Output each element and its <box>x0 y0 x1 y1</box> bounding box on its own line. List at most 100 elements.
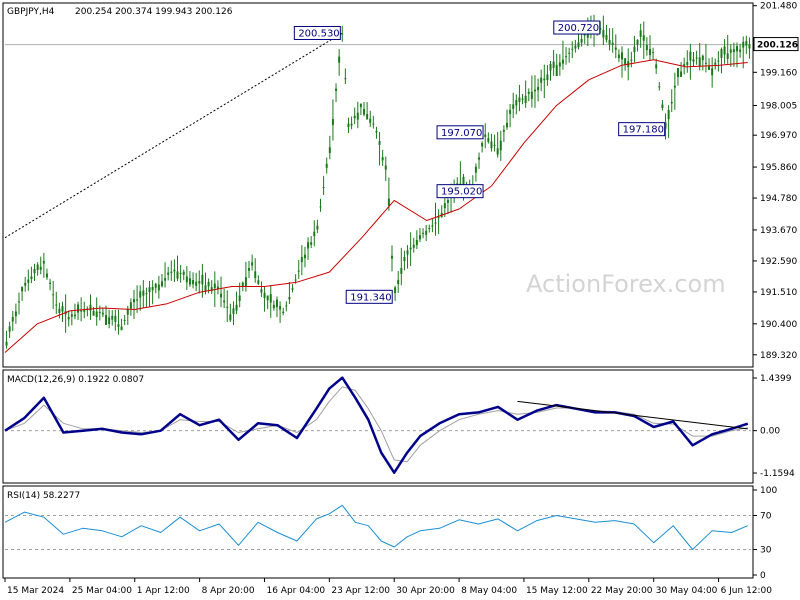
macd-trendline <box>517 400 748 430</box>
candle-body <box>33 268 36 274</box>
candle-body <box>207 281 210 287</box>
candle-body <box>533 89 536 92</box>
candle-body <box>586 32 589 38</box>
candle-body <box>717 60 720 62</box>
candle-body <box>83 309 86 312</box>
candle-body <box>341 33 344 35</box>
price-annotation-label: 200.720 <box>558 23 599 34</box>
price-annotation-label: 195.020 <box>441 187 482 198</box>
candle-body <box>524 95 527 104</box>
candle-body <box>316 225 319 230</box>
rsi-y-tick: 0 <box>760 571 766 581</box>
candle-body <box>117 324 120 327</box>
macd-y-tick: 1.4399 <box>760 374 792 384</box>
price-y-tick: 189.320 <box>760 351 797 361</box>
candle-body <box>443 203 446 209</box>
x-tick-label: 25 Mar 04:00 <box>72 586 132 596</box>
price-header-ohlc: 200.254 200.374 199.943 200.126 <box>75 7 233 17</box>
candle-body <box>692 59 695 62</box>
candle-body <box>726 53 729 59</box>
x-tick-label: 15 May 12:00 <box>526 586 588 596</box>
x-tick-label: 8 Apr 20:00 <box>202 586 255 596</box>
candle-body <box>235 304 238 311</box>
candle-body <box>462 176 465 186</box>
price-annotation-label: 191.340 <box>350 292 391 303</box>
candle-body <box>120 326 123 331</box>
candle-body <box>204 285 207 292</box>
candle-body <box>129 302 132 309</box>
price-y-tick: 196.970 <box>760 131 797 141</box>
candle-body <box>238 295 241 301</box>
rsi-header: RSI(14) 58.2277 <box>7 491 80 501</box>
candle-body <box>418 235 421 240</box>
candle-body <box>294 279 297 281</box>
candle-body <box>226 306 229 308</box>
candle-body <box>568 52 571 54</box>
candle-body <box>303 254 306 259</box>
price-y-tick: 192.590 <box>760 257 797 267</box>
current-price-label: 200.126 <box>757 41 798 51</box>
candle-body <box>201 274 204 285</box>
candle-body <box>397 279 400 284</box>
candle-body <box>745 41 748 46</box>
candle-body <box>546 74 549 81</box>
x-tick-label: 30 May 04:00 <box>656 586 718 596</box>
candle-body <box>229 314 232 321</box>
candle-body <box>431 225 434 227</box>
candle-body <box>676 68 679 78</box>
candle-body <box>154 283 157 288</box>
candle-body <box>390 255 393 259</box>
candle-body <box>5 341 8 346</box>
price-panel: 201.480 199.160 198.005 196.970 195.860 194.7… <box>4 2 799 361</box>
candle-body <box>723 46 726 55</box>
candle-body <box>136 299 139 301</box>
price-y-tick: 199.160 <box>760 68 797 78</box>
x-tick-label: 6 Jun 12:00 <box>721 586 773 596</box>
candle-body <box>95 311 98 318</box>
candle-body <box>170 271 173 273</box>
candle-body <box>732 49 735 52</box>
x-tick-label: 23 Apr 12:00 <box>331 586 390 596</box>
candle-body <box>487 137 490 142</box>
candle-body <box>403 257 406 262</box>
candle-body <box>624 58 627 65</box>
candle-body <box>577 42 580 48</box>
candle-body <box>58 308 61 313</box>
candle-body <box>344 78 347 80</box>
x-tick-label: 30 Apr 20:00 <box>396 586 455 596</box>
price-header-symbol: GBPJPY,H4 <box>7 7 55 17</box>
candle-body <box>263 292 266 299</box>
rsi-y-tick: 100 <box>760 486 777 496</box>
price-annotation-label: 200.530 <box>298 28 339 39</box>
candle-body <box>285 305 288 307</box>
candle-body <box>291 288 294 290</box>
candle-body <box>478 157 481 160</box>
candle-body <box>642 35 645 41</box>
candle-body <box>232 308 235 314</box>
candle-body <box>300 257 303 263</box>
candle-body <box>369 118 372 123</box>
candle-body <box>580 38 583 43</box>
candle-body <box>248 268 251 271</box>
candle-body <box>195 281 198 286</box>
candle-body <box>30 276 33 280</box>
candle-body <box>736 46 739 52</box>
candle-body <box>164 278 167 281</box>
candle-body <box>499 140 502 151</box>
candle-body <box>282 311 285 314</box>
candle-body <box>387 198 390 206</box>
candle-body <box>67 317 70 320</box>
candle-body <box>701 55 704 61</box>
candle-body <box>422 232 425 234</box>
candle-body <box>151 286 154 291</box>
price-y-tick: 194.780 <box>760 194 797 204</box>
candle-body <box>540 77 543 83</box>
candle-body <box>673 85 676 88</box>
macd-y-tick: 0.00 <box>760 427 780 437</box>
price-annotation-label: 197.180 <box>623 125 664 136</box>
candle-body <box>484 134 487 137</box>
candle-body <box>372 123 375 125</box>
candle-body <box>49 282 52 284</box>
candle-body <box>680 71 683 77</box>
